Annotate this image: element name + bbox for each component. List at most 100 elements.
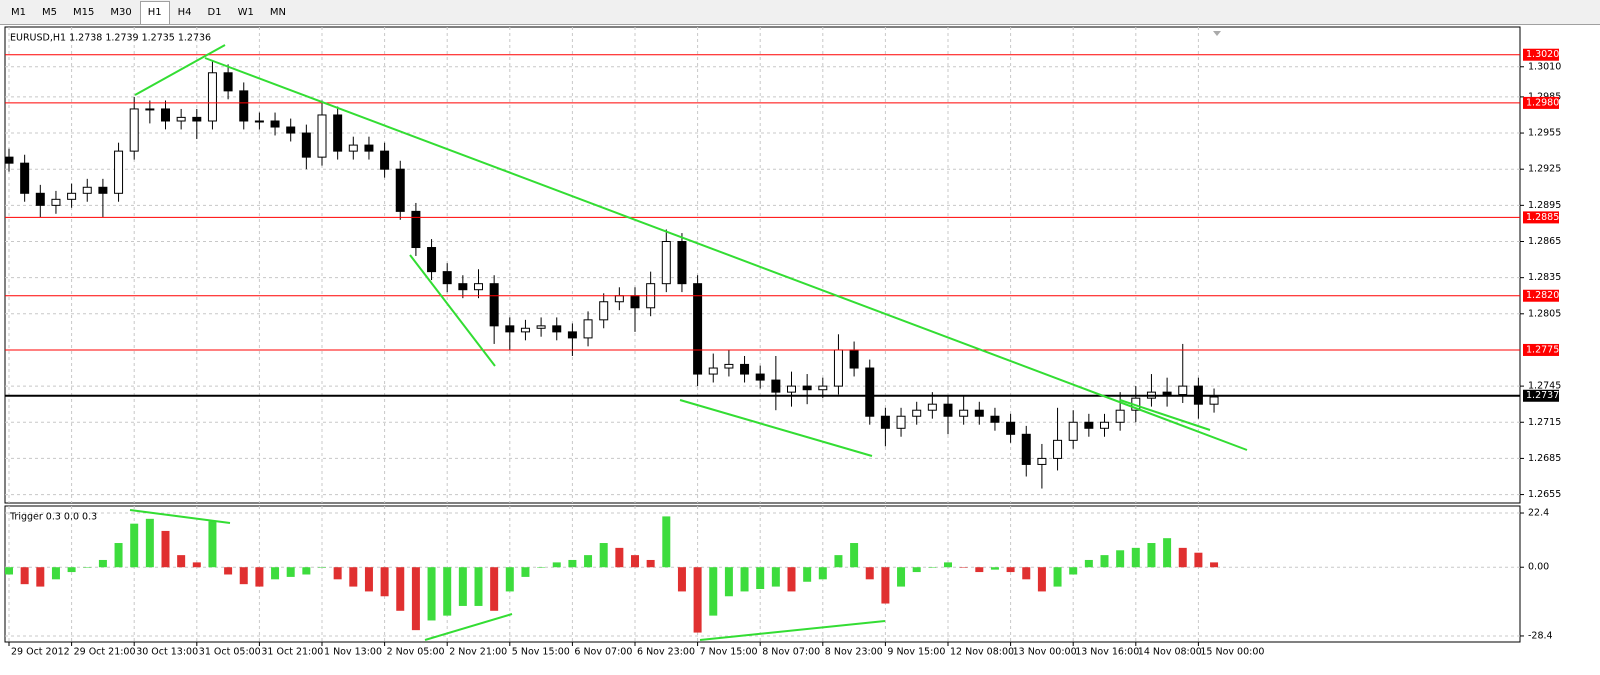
timeframe-button[interactable]: H4 bbox=[177, 7, 192, 18]
histogram-bar bbox=[458, 567, 467, 606]
x-tick-label: 29 Oct 21:00 bbox=[74, 647, 136, 658]
candle-body bbox=[990, 415, 1000, 423]
y-tick-label: 1.2895 bbox=[1528, 200, 1561, 211]
candle-body bbox=[270, 120, 280, 128]
x-tick-label: 31 Oct 21:00 bbox=[261, 647, 323, 658]
y-tick-label: 1.2955 bbox=[1528, 128, 1561, 139]
candle-body bbox=[286, 126, 296, 134]
y-tick-label: 1.2925 bbox=[1528, 164, 1561, 175]
chart-title: EURUSD,H1 1.2738 1.2739 1.2735 1.2736 bbox=[10, 33, 211, 44]
timeframe-button[interactable]: MN bbox=[269, 7, 286, 18]
x-tick-label: 7 Nov 15:00 bbox=[700, 647, 758, 658]
y-tick-label: 22.4 bbox=[1528, 508, 1549, 519]
candle-body bbox=[1037, 457, 1047, 465]
histogram-bar bbox=[1084, 559, 1093, 568]
x-tick-label: 12 Nov 08:00 bbox=[950, 647, 1014, 658]
candle-body bbox=[974, 409, 984, 417]
main-panel bbox=[4, 26, 1521, 504]
histogram-bar bbox=[552, 562, 561, 568]
level-label: 1.2980 bbox=[1526, 97, 1559, 108]
histogram-bar bbox=[396, 567, 405, 611]
x-tick-label: 15 Nov 00:00 bbox=[1200, 647, 1264, 658]
candle-body bbox=[630, 295, 640, 309]
histogram-bar bbox=[771, 567, 780, 587]
y-tick-label: -28.4 bbox=[1528, 630, 1553, 641]
histogram-bar bbox=[67, 567, 76, 573]
level-label: 1.2885 bbox=[1526, 212, 1559, 223]
histogram-bar bbox=[255, 567, 264, 587]
candle-body bbox=[849, 349, 859, 369]
histogram-bar bbox=[646, 559, 655, 568]
candle-body bbox=[1068, 421, 1078, 441]
candle-body bbox=[833, 349, 843, 387]
histogram-bar bbox=[224, 567, 233, 575]
candle-body bbox=[51, 198, 61, 206]
x-tick-label: 31 Oct 05:00 bbox=[199, 647, 261, 658]
candle-body bbox=[395, 168, 405, 212]
candle-body bbox=[145, 108, 155, 111]
candle-body bbox=[755, 373, 765, 381]
level-label-box bbox=[1523, 96, 1559, 109]
candle-body bbox=[474, 283, 483, 291]
candle-body bbox=[567, 331, 577, 339]
y-tick-label: 1.3010 bbox=[1528, 61, 1561, 72]
candle-body bbox=[129, 108, 139, 152]
histogram-bar bbox=[1147, 543, 1156, 568]
candle-body bbox=[599, 301, 609, 321]
histogram-bar bbox=[192, 562, 201, 568]
candle-body bbox=[427, 247, 437, 273]
candle-body bbox=[380, 150, 390, 170]
histogram-bar bbox=[818, 567, 827, 580]
histogram-bar bbox=[693, 567, 702, 633]
histogram-bar bbox=[756, 567, 765, 590]
candle-body bbox=[536, 325, 546, 329]
timeframe-button[interactable]: M1 bbox=[11, 7, 26, 18]
trend-line bbox=[129, 509, 231, 524]
histogram-bar bbox=[1163, 538, 1172, 568]
candle-body bbox=[771, 379, 781, 393]
histogram-bar bbox=[114, 543, 123, 568]
trend-line bbox=[424, 613, 513, 641]
x-tick-label: 29 Oct 2012 bbox=[11, 647, 70, 658]
histogram-bar bbox=[1006, 567, 1015, 573]
histogram-bar bbox=[286, 567, 295, 577]
timeframe-button[interactable]: H1 bbox=[139, 1, 170, 25]
histogram-bar bbox=[1037, 567, 1046, 592]
histogram-bar bbox=[20, 567, 29, 585]
level-label: 1.2820 bbox=[1526, 290, 1559, 301]
timeframe-button[interactable]: D1 bbox=[207, 7, 222, 18]
candle-body bbox=[317, 114, 327, 158]
histogram-bar bbox=[990, 567, 999, 570]
timeframe-button[interactable]: M30 bbox=[110, 7, 132, 18]
candle-body bbox=[489, 283, 499, 327]
histogram-bar bbox=[1194, 552, 1203, 568]
level-label: 1.3020 bbox=[1526, 49, 1559, 60]
candle-body bbox=[348, 144, 358, 152]
histogram-bar bbox=[177, 555, 186, 568]
histogram-bar bbox=[615, 547, 624, 568]
trend-line bbox=[699, 620, 886, 641]
histogram-bar bbox=[1116, 550, 1125, 568]
histogram-bar bbox=[865, 567, 874, 580]
candle-body bbox=[787, 385, 796, 393]
candle-body bbox=[98, 186, 108, 194]
y-tick-label: 1.2715 bbox=[1528, 417, 1561, 428]
timeframe-button[interactable]: W1 bbox=[237, 7, 254, 18]
histogram-bar bbox=[411, 567, 420, 631]
level-label-box bbox=[1523, 343, 1559, 356]
histogram-bar bbox=[521, 567, 530, 577]
timeframe-button[interactable]: M5 bbox=[42, 7, 57, 18]
candle-body bbox=[583, 319, 593, 339]
candle-body bbox=[896, 415, 906, 429]
histogram-bar bbox=[443, 567, 452, 616]
candle-body bbox=[505, 325, 515, 333]
level-label-box bbox=[1523, 211, 1559, 224]
candle-body bbox=[411, 210, 421, 249]
candle-body bbox=[880, 415, 890, 429]
candle-body bbox=[1021, 433, 1031, 465]
histogram-bar bbox=[98, 559, 107, 568]
x-tick-label: 13 Nov 16:00 bbox=[1075, 647, 1139, 658]
y-tick-label: 0.00 bbox=[1528, 562, 1549, 573]
timeframe-button[interactable]: M15 bbox=[73, 7, 95, 18]
y-tick-label: 1.2985 bbox=[1528, 91, 1561, 102]
